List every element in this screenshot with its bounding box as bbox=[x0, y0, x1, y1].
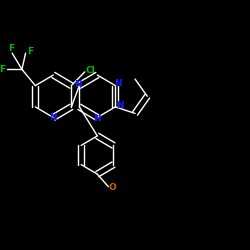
Text: N: N bbox=[114, 79, 122, 88]
Text: N: N bbox=[116, 101, 124, 110]
Text: F: F bbox=[8, 44, 14, 53]
Text: Cl: Cl bbox=[85, 66, 95, 75]
Text: N: N bbox=[94, 114, 101, 123]
Text: F: F bbox=[27, 48, 33, 56]
Text: N: N bbox=[74, 80, 82, 89]
Text: O: O bbox=[108, 184, 116, 192]
Text: F: F bbox=[0, 65, 6, 74]
Text: N: N bbox=[50, 113, 57, 122]
